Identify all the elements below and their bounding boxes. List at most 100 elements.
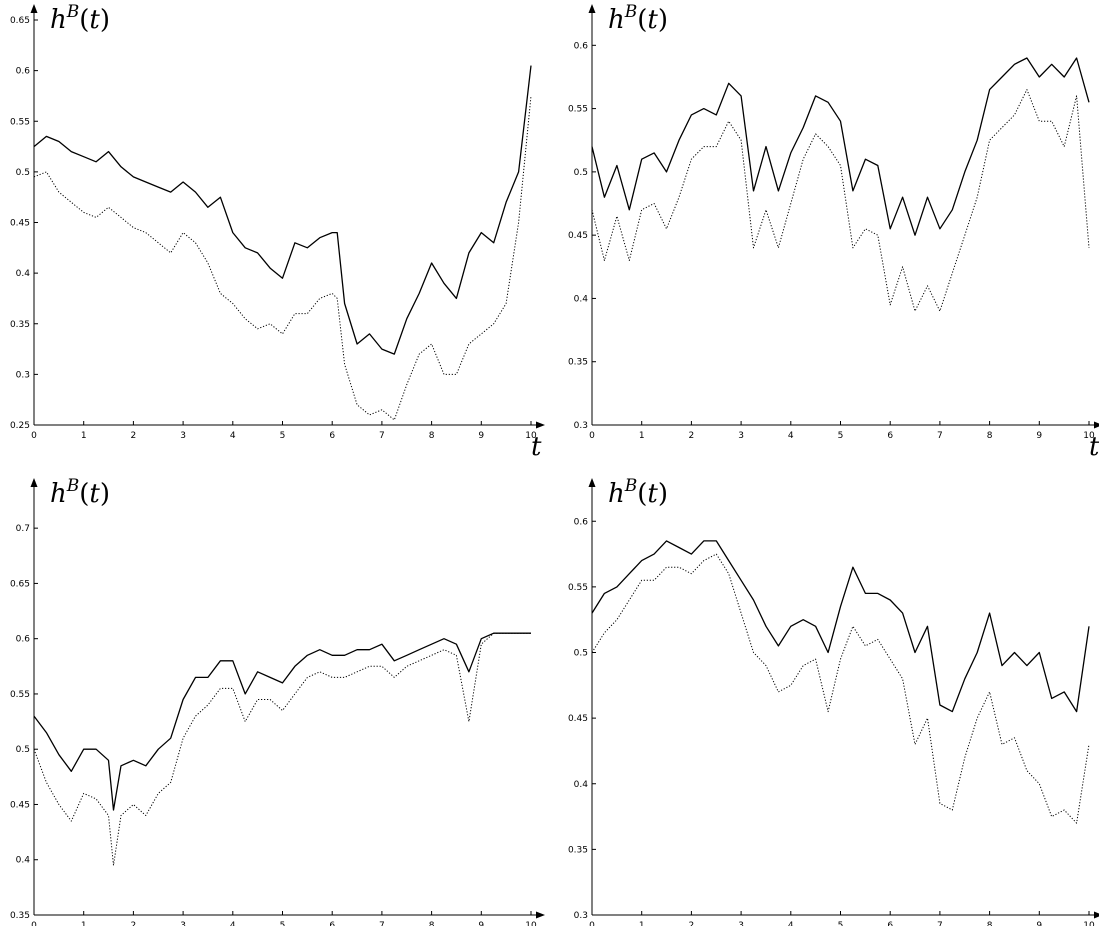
- y-axis-arrowhead: [588, 478, 596, 487]
- y-tick-label: 0.35: [568, 845, 588, 855]
- y-tick-label: 0.3: [574, 421, 588, 431]
- x-tick-label: 3: [180, 921, 186, 926]
- x-tick-label: 4: [230, 431, 236, 441]
- x-tick-label: 6: [329, 921, 335, 926]
- chart-panel: 0 1 2 3 4 5 6 7 8 9 100.30.350.40.450.50.550.6hB(t…: [568, 476, 1099, 926]
- y-tick-label: 0.25: [10, 421, 30, 431]
- y-title-open-paren: (: [637, 5, 647, 35]
- x-tick-label: 4: [230, 921, 236, 926]
- x-tick-label: 0: [31, 921, 37, 926]
- chart-panel: 0 1 2 3 4 5 6 7 8 9 10 0.25 0.3 0.35 0.4 0.45 0.5 0.55 0.6…: [10, 2, 545, 462]
- chart-panel: 0 1 2 3 4 5 6 7 8 9 100.30.350.40.450.50.550.6hB(t…: [568, 2, 1099, 462]
- chart-panel: 0 1 2 3 4 5 6 7 8 9 10 0.35 0.4 0.45 0.5 0.55 0.6 0.65 0.7…: [10, 476, 545, 926]
- y-axis-title: hB(t): [50, 476, 110, 509]
- x-tick-label: 9: [1036, 431, 1042, 441]
- series-line-solid: [33, 65, 532, 355]
- x-tick-label: 7: [937, 431, 943, 441]
- series-line-solid: [591, 57, 1090, 236]
- y-tick-label: 0.5: [16, 745, 30, 755]
- series-line-dotted: [33, 95, 532, 421]
- x-tick-label: 0: [31, 431, 37, 441]
- x-tick-label: 0: [589, 921, 595, 926]
- x-tick-label: 5: [280, 921, 286, 926]
- y-title-superscript: B: [66, 2, 80, 22]
- y-tick-label: 0.55: [568, 583, 588, 593]
- series-line-solid: [591, 540, 1090, 713]
- y-axis-arrowhead: [30, 478, 38, 487]
- x-axis-title: t: [1089, 922, 1099, 926]
- y-tick-label: 0.45: [568, 231, 588, 241]
- y-title-close-paren: ): [658, 5, 668, 35]
- series-line-solid: [33, 632, 531, 811]
- x-tick-label: 8: [429, 431, 435, 441]
- y-tick-label: 0.3: [16, 370, 30, 380]
- series-line-dotted: [33, 632, 531, 866]
- y-tick-label: 0.45: [568, 714, 588, 724]
- x-tick-label: 7: [937, 921, 943, 926]
- series-line-dotted: [591, 553, 1090, 824]
- y-tick-label: 0.4: [16, 856, 31, 866]
- y-tick-label: 0.5: [574, 168, 588, 178]
- x-tick-label: 1: [81, 921, 87, 926]
- x-axis-arrowhead: [536, 911, 545, 919]
- x-axis-arrowhead: [1094, 911, 1099, 919]
- y-tick-label: 0.35: [10, 911, 30, 921]
- y-axis-arrowhead: [30, 4, 38, 13]
- y-title-base: h: [50, 5, 67, 35]
- y-tick-label: 0.65: [10, 579, 30, 589]
- y-title-close-paren: ): [100, 479, 110, 509]
- x-tick-label: 10: [1083, 431, 1095, 441]
- x-tick-label: 10: [1083, 921, 1095, 926]
- y-title-base: h: [50, 479, 67, 509]
- y-tick-label: 0.5: [574, 649, 588, 659]
- y-axis-title: hB(t): [608, 476, 668, 509]
- x-tick-label: 8: [429, 921, 435, 926]
- x-tick-label: 3: [738, 431, 744, 441]
- x-tick-label: 8: [987, 921, 993, 926]
- y-title-superscript: B: [624, 2, 638, 22]
- x-tick-label: 4: [788, 921, 794, 926]
- y-tick-label: 0.35: [10, 320, 30, 330]
- x-axis-arrowhead: [1094, 421, 1099, 429]
- x-tick-label: 9: [1036, 921, 1042, 926]
- x-tick-label: 7: [379, 921, 385, 926]
- x-tick-label: 6: [887, 921, 893, 926]
- y-axis-title: hB(t): [608, 2, 668, 35]
- y-tick-label: 0.55: [568, 105, 588, 115]
- x-tick-label: 3: [738, 921, 744, 926]
- x-tick-label: 0: [589, 431, 595, 441]
- series-line-dotted: [591, 89, 1090, 312]
- y-title-variable: t: [89, 479, 100, 509]
- x-tick-label: 6: [887, 431, 893, 441]
- x-tick-label: 9: [478, 921, 484, 926]
- x-axis-title: t: [531, 922, 542, 926]
- x-tick-label: 10: [525, 921, 537, 926]
- y-tick-label: 0.6: [574, 517, 589, 527]
- y-title-superscript: B: [66, 476, 80, 496]
- y-title-open-paren: (: [79, 5, 89, 35]
- y-tick-label: 0.4: [574, 294, 589, 304]
- y-title-close-paren: ): [658, 479, 668, 509]
- y-tick-label: 0.4: [16, 269, 31, 279]
- y-title-close-paren: ): [100, 5, 110, 35]
- x-tick-label: 8: [987, 431, 993, 441]
- x-tick-label: 3: [180, 431, 186, 441]
- y-tick-label: 0.45: [10, 800, 30, 810]
- y-tick-label: 0.4: [574, 780, 589, 790]
- y-tick-label: 0.3: [574, 911, 588, 921]
- y-tick-label: 0.6: [16, 67, 31, 77]
- x-tick-label: 1: [639, 431, 645, 441]
- y-title-variable: t: [647, 5, 658, 35]
- x-tick-label: 4: [788, 431, 794, 441]
- x-tick-label: 10: [525, 431, 537, 441]
- y-tick-label: 0.6: [16, 635, 31, 645]
- y-tick-label: 0.65: [10, 16, 30, 26]
- y-title-superscript: B: [624, 476, 638, 496]
- y-title-base: h: [608, 479, 625, 509]
- y-tick-label: 0.45: [10, 219, 30, 229]
- y-tick-label: 0.35: [568, 358, 588, 368]
- x-tick-label: 9: [478, 431, 484, 441]
- x-tick-label: 5: [838, 921, 844, 926]
- y-title-variable: t: [647, 479, 658, 509]
- x-tick-label: 2: [131, 431, 137, 441]
